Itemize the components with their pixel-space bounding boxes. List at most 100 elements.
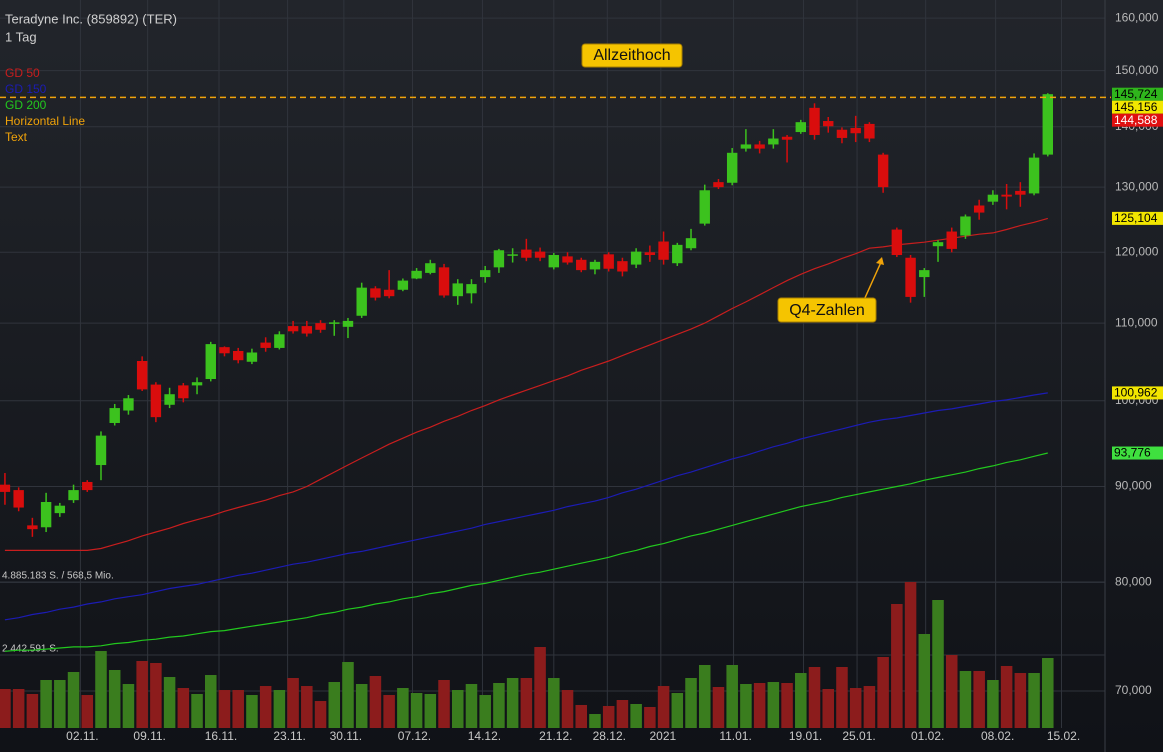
y-tick-label: 150,000: [1115, 63, 1159, 77]
x-tick-label: 02.11.: [66, 729, 98, 743]
volume-bar: [1042, 658, 1054, 728]
y-tick-label: 160,000: [1115, 10, 1159, 24]
volume-bar: [561, 690, 574, 728]
candle-body: [123, 398, 134, 411]
volume-bar: [822, 688, 834, 728]
candle-body: [109, 408, 120, 423]
volume-bar: [932, 599, 944, 728]
candle-body: [164, 394, 175, 405]
volume-bar: [451, 690, 464, 728]
y-tick-label: 110,000: [1115, 315, 1158, 329]
candle-body: [768, 138, 779, 145]
candle-body: [891, 229, 903, 256]
volume-bar: [314, 701, 327, 728]
annotation: Allzeithoch: [593, 47, 670, 64]
annotation-arrow: [863, 259, 883, 301]
annotation-box: [777, 297, 877, 323]
candle-body: [823, 121, 834, 127]
volume-bar: [836, 667, 848, 728]
candles: [0, 93, 1053, 537]
candle-body: [521, 249, 532, 258]
candle-body: [919, 270, 930, 278]
candle-body: [150, 384, 162, 418]
candle-body: [301, 326, 313, 334]
candle-body: [342, 320, 354, 327]
volume-bar: [342, 662, 354, 728]
volume-bar: [232, 690, 244, 728]
candle-body: [287, 326, 299, 332]
price-marker-label: 145,156: [1114, 100, 1158, 114]
candle-body: [548, 255, 560, 268]
volume-bar: [945, 654, 958, 728]
volume-bar: [0, 688, 11, 728]
volume-bar: [383, 695, 395, 728]
volume-bar: [753, 682, 766, 728]
candle-body: [685, 238, 697, 249]
volume-bar: [438, 680, 450, 728]
price-marker-label: 144,588: [1114, 113, 1158, 127]
volume-bar: [918, 634, 931, 728]
candle-body: [905, 257, 916, 297]
volume-bar: [136, 660, 148, 728]
candle-body: [27, 525, 38, 530]
candle-body: [246, 352, 258, 362]
volume-bar: [548, 678, 560, 728]
volume-bar: [163, 677, 176, 728]
candle-body: [40, 501, 52, 528]
candle-body: [960, 216, 971, 236]
candle-body: [836, 129, 848, 138]
volume-bar: [767, 682, 780, 728]
x-tick-label: 15.02.: [1047, 729, 1080, 743]
volume-bar: [369, 675, 382, 728]
candle-body: [576, 259, 587, 271]
x-tick-label: 21.12.: [539, 729, 572, 743]
candle-body: [370, 288, 381, 298]
volume-bar: [644, 706, 656, 728]
volume-bar: [108, 669, 121, 728]
candle-body: [1001, 194, 1012, 197]
x-tick-label: 28.12.: [593, 729, 626, 743]
volume-bar: [287, 678, 299, 728]
volume-bar: [95, 651, 107, 728]
volume-bar: [808, 667, 821, 728]
volume-bar: [863, 686, 876, 728]
volume-bar: [973, 671, 985, 728]
candle-body: [781, 136, 793, 140]
y-tick-label: 70,000: [1115, 683, 1152, 697]
candle-body: [356, 287, 367, 316]
candle-body: [630, 251, 642, 265]
volume-bar: [685, 678, 697, 728]
candle-body: [740, 144, 752, 149]
chart-title: Teradyne Inc. (859892) (TER): [5, 11, 177, 26]
candle-body: [397, 280, 409, 290]
x-tick-label: 25.01.: [842, 729, 875, 743]
volume-bar: [740, 684, 752, 728]
volume-bar: [630, 704, 642, 728]
candle-body: [136, 360, 148, 390]
volume-bar: [177, 688, 190, 728]
candle-body: [205, 344, 216, 380]
legend-entry: Horizontal Line: [5, 114, 85, 128]
price-marker-label: 100,962: [1114, 386, 1158, 400]
volume-bar: [904, 582, 917, 728]
volume-bar: [534, 647, 546, 728]
price-marker: [1112, 446, 1163, 460]
volume-bar: [424, 693, 437, 728]
candle-body: [809, 107, 820, 135]
candle-body: [219, 347, 230, 354]
annotation: Q4-Zahlen: [789, 302, 865, 319]
moving-averages: [4, 217, 1048, 652]
candle-body: [713, 182, 724, 188]
candle-body: [315, 323, 326, 330]
x-tick-label: 09.11.: [133, 729, 165, 743]
volume-bar: [671, 693, 684, 728]
x-tick-label: 01.02.: [911, 729, 944, 743]
price-marker: [1112, 386, 1163, 400]
volume-bar: [877, 656, 889, 728]
volume-tick-label: 4.885.183 S. / 568,5 Mio.: [2, 571, 114, 582]
volume-bar: [410, 693, 423, 728]
candle-body: [534, 251, 546, 258]
